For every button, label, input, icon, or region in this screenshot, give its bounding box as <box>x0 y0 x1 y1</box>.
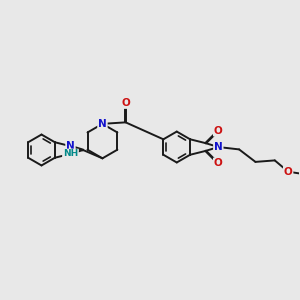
Text: O: O <box>214 126 223 136</box>
Text: N: N <box>66 141 75 151</box>
Text: NH: NH <box>63 149 78 158</box>
Text: N: N <box>214 142 223 152</box>
Text: O: O <box>284 167 292 177</box>
Text: N: N <box>98 119 107 129</box>
Text: O: O <box>121 98 130 108</box>
Text: O: O <box>214 158 223 168</box>
